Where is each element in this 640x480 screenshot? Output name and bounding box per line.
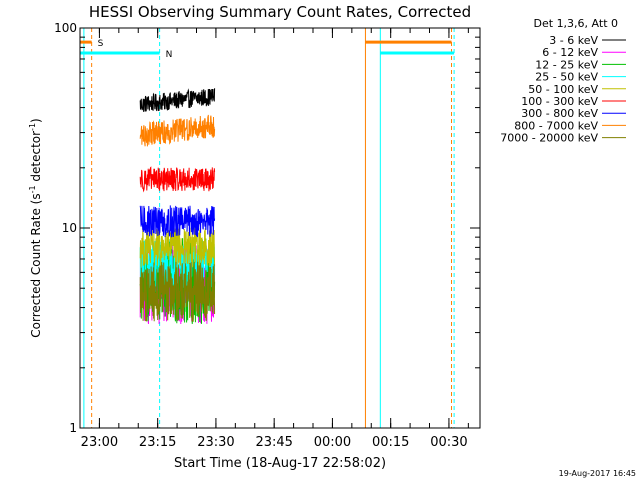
legend-label-0: 3 - 6 keV bbox=[549, 34, 598, 47]
legend-label-1: 6 - 12 keV bbox=[542, 46, 598, 59]
legend-label-2: 12 - 25 keV bbox=[535, 58, 598, 71]
legend-header: Det 1,3,6, Att 0 bbox=[534, 17, 618, 30]
series-line-0 bbox=[139, 88, 216, 112]
legend-label-5: 100 - 300 keV bbox=[521, 95, 598, 108]
x-tick-label-5: 00:15 bbox=[372, 435, 409, 450]
x-tick-label-4: 00:00 bbox=[314, 435, 351, 450]
y-tick-label-1: 10 bbox=[62, 221, 77, 235]
legend-label-3: 25 - 50 keV bbox=[535, 71, 598, 84]
series-line-4 bbox=[139, 227, 216, 268]
footer-timestamp: 19-Aug-2017 16:45 bbox=[559, 469, 636, 478]
chart-title: HESSI Observing Summary Count Rates, Cor… bbox=[89, 3, 471, 21]
y-axis-label-sup1: -1 bbox=[28, 185, 37, 193]
plot-area: SN bbox=[80, 28, 455, 428]
series-line-5 bbox=[139, 166, 216, 193]
plot-inner bbox=[80, 28, 455, 428]
x-tick-label-0: 23:00 bbox=[81, 435, 118, 450]
axes: 1 10 100 23:00 23:15 23:30 23:45 00:00 00:15 00:3… bbox=[54, 21, 481, 450]
legend-label-7: 800 - 7000 keV bbox=[514, 119, 598, 132]
series-line-6 bbox=[139, 205, 216, 238]
x-tick-label-3: 23:45 bbox=[255, 435, 292, 450]
x-axis-label: Start Time (18-Aug-17 22:58:02) bbox=[174, 456, 386, 471]
y-axis-label-mid: detector bbox=[29, 131, 43, 186]
y-tick-label-0: 1 bbox=[69, 421, 77, 435]
y-axis-label-sup2: -1 bbox=[28, 123, 37, 131]
flag-label-n: N bbox=[166, 50, 173, 60]
y-axis-label: Corrected Count Rate (s-1 detector-1) bbox=[28, 118, 43, 337]
y-axis-label-main: Corrected Count Rate (s bbox=[29, 193, 43, 337]
x-tick-label-2: 23:30 bbox=[197, 435, 234, 450]
plot-frame bbox=[79, 27, 481, 429]
series-line-7 bbox=[139, 114, 216, 147]
legend-label-6: 300 - 800 keV bbox=[521, 107, 598, 120]
legend-label-8: 7000 - 20000 keV bbox=[500, 132, 598, 145]
legend-label-4: 50 - 100 keV bbox=[528, 83, 598, 96]
y-axis-label-end: ) bbox=[29, 118, 43, 123]
flag-label-s: S bbox=[98, 39, 104, 49]
series-line-8 bbox=[139, 261, 216, 322]
x-tick-label-6: 00:30 bbox=[430, 435, 467, 450]
x-tick-label-1: 23:15 bbox=[139, 435, 176, 450]
y-tick-label-2: 100 bbox=[54, 21, 77, 35]
